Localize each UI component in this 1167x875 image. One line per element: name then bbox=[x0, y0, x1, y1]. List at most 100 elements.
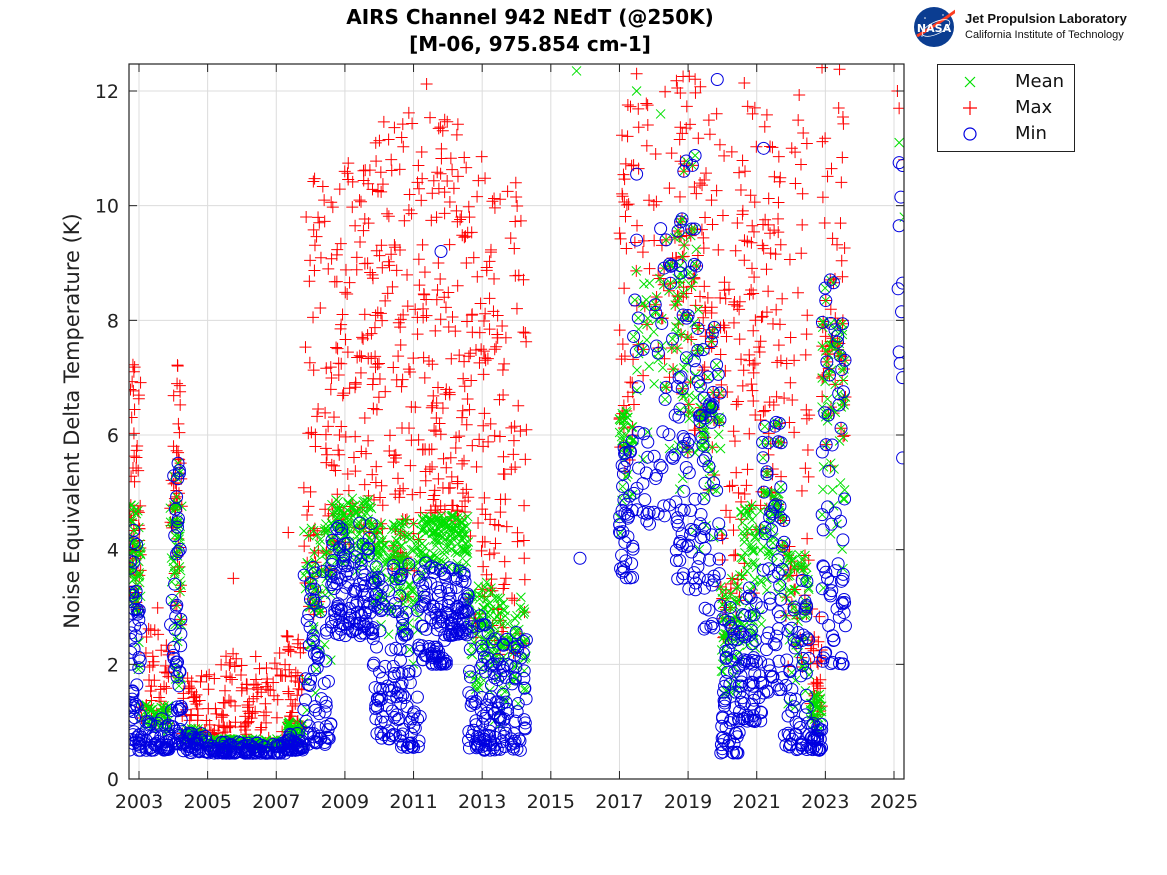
mean-point bbox=[786, 556, 797, 567]
min-point bbox=[155, 712, 169, 726]
max-point bbox=[836, 374, 849, 387]
max-point bbox=[474, 297, 487, 310]
max-point bbox=[129, 403, 141, 416]
max-point bbox=[803, 409, 816, 422]
legend-label-mean: Mean bbox=[1015, 71, 1065, 92]
max-point bbox=[488, 518, 501, 531]
mean-point bbox=[429, 528, 439, 538]
max-point bbox=[460, 161, 473, 174]
max-point bbox=[741, 463, 754, 476]
y-tick-label: 8 bbox=[107, 310, 119, 332]
min-point bbox=[630, 167, 644, 181]
max-point bbox=[449, 325, 462, 338]
mean-point bbox=[458, 531, 468, 542]
mean-point bbox=[129, 506, 139, 517]
max-point bbox=[745, 378, 758, 391]
max-point bbox=[696, 179, 709, 192]
max-point bbox=[367, 372, 380, 385]
max-point bbox=[477, 315, 490, 328]
mean-point bbox=[796, 561, 807, 572]
max-point bbox=[745, 262, 758, 275]
max-point bbox=[819, 330, 832, 343]
min-point bbox=[172, 679, 186, 693]
max-point bbox=[415, 145, 428, 158]
min-point bbox=[161, 727, 175, 741]
max-point bbox=[174, 398, 187, 411]
min-point bbox=[312, 707, 326, 721]
max-point bbox=[319, 503, 332, 516]
mean-point bbox=[616, 431, 627, 442]
min-point bbox=[174, 612, 188, 626]
max-point bbox=[372, 184, 384, 197]
max-point bbox=[498, 578, 511, 591]
max-point bbox=[432, 257, 445, 270]
max-point bbox=[218, 696, 231, 709]
mean-point bbox=[655, 109, 666, 119]
min-point bbox=[364, 517, 378, 531]
max-point bbox=[508, 594, 521, 607]
max-point bbox=[479, 172, 492, 185]
mean-point bbox=[404, 559, 414, 570]
max-point bbox=[715, 378, 728, 391]
max-point bbox=[685, 333, 698, 346]
min-point bbox=[444, 583, 458, 597]
min-point bbox=[426, 650, 440, 664]
mean-point bbox=[837, 329, 848, 340]
max-point bbox=[444, 152, 457, 165]
max-point bbox=[346, 201, 359, 214]
max-point bbox=[747, 358, 760, 371]
min-point bbox=[319, 695, 333, 709]
max-point bbox=[797, 127, 810, 140]
mean-point bbox=[817, 509, 828, 520]
max-point bbox=[694, 177, 707, 190]
max-point bbox=[618, 350, 631, 363]
mean-point bbox=[459, 528, 470, 539]
max-point bbox=[772, 226, 785, 239]
max-point bbox=[478, 407, 491, 420]
max-point bbox=[799, 462, 812, 475]
mean-point bbox=[689, 224, 700, 234]
max-point bbox=[217, 709, 230, 722]
mean-point bbox=[417, 538, 428, 549]
max-point bbox=[370, 460, 383, 473]
mean-point bbox=[775, 482, 786, 492]
max-point bbox=[461, 393, 474, 406]
max-point bbox=[350, 251, 363, 264]
mean-point bbox=[894, 137, 904, 148]
mean-point bbox=[639, 301, 650, 312]
max-point bbox=[376, 499, 389, 512]
max-point bbox=[470, 460, 483, 473]
mean-point bbox=[657, 362, 668, 373]
y-tick-label: 4 bbox=[107, 540, 119, 562]
mean-point bbox=[628, 331, 639, 342]
max-point bbox=[327, 411, 340, 424]
max-point bbox=[700, 167, 713, 180]
max-point bbox=[412, 433, 425, 446]
max-point bbox=[307, 311, 320, 324]
min-point bbox=[363, 606, 377, 620]
min-point bbox=[401, 644, 415, 658]
mean-point bbox=[675, 279, 685, 290]
min-point bbox=[896, 159, 904, 173]
min-point bbox=[348, 582, 362, 596]
max-point bbox=[772, 196, 785, 209]
max-point bbox=[826, 232, 839, 245]
max-point bbox=[342, 157, 355, 170]
max-point bbox=[383, 445, 396, 458]
max-point bbox=[333, 428, 346, 441]
max-point bbox=[404, 365, 417, 378]
mean-point bbox=[416, 525, 427, 536]
mean-point bbox=[657, 340, 667, 351]
max-point bbox=[458, 454, 471, 467]
max-point bbox=[405, 207, 418, 220]
mean-point bbox=[742, 640, 753, 651]
min-point bbox=[774, 592, 788, 606]
min-point bbox=[369, 712, 383, 726]
min-point bbox=[354, 626, 368, 640]
min-point bbox=[267, 746, 281, 760]
max-point bbox=[330, 275, 343, 288]
max-point bbox=[640, 139, 653, 152]
min-point bbox=[170, 547, 184, 561]
mean-point bbox=[452, 558, 463, 569]
max-point bbox=[320, 448, 333, 461]
